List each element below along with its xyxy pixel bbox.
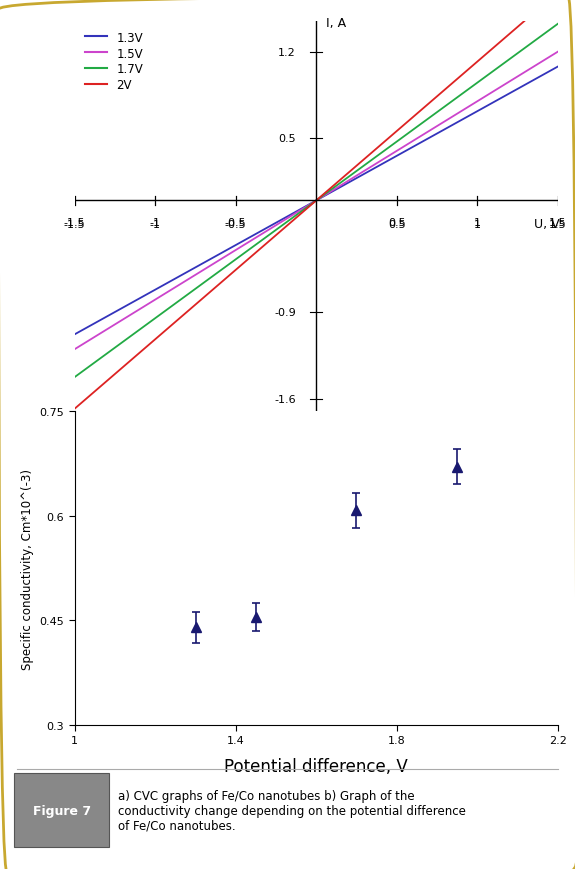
2V [420, 103, 427, 114]
1.7V [229, 257, 236, 268]
1.7V [263, 233, 270, 243]
1.3V [554, 63, 561, 73]
1.7V [129, 330, 136, 341]
Text: -0.5: -0.5 [225, 217, 247, 228]
Text: I, A: I, A [326, 17, 346, 30]
2V [423, 102, 430, 112]
Text: -0.9: -0.9 [274, 308, 296, 317]
Text: a) CVC graphs of Fe/Co nanotubes b) Graph of the
conductivity change depending o: a) CVC graphs of Fe/Co nanotubes b) Grap… [118, 789, 466, 832]
1.5V [263, 227, 270, 237]
1.5V [129, 308, 136, 319]
Text: 1: 1 [474, 217, 481, 228]
1.3V [423, 136, 430, 146]
1.3V [229, 242, 236, 253]
Line: 1.3V: 1.3V [75, 68, 558, 335]
2V [71, 404, 78, 415]
1.3V [129, 297, 136, 308]
1.7V [423, 116, 430, 126]
1.3V [71, 329, 78, 340]
2V [263, 239, 270, 249]
Text: -1.5: -1.5 [64, 217, 86, 228]
1.5V [71, 344, 78, 355]
1.5V [420, 130, 427, 141]
Text: -1.6: -1.6 [274, 395, 296, 404]
1.3V [420, 136, 427, 147]
Text: 1.2: 1.2 [278, 48, 296, 57]
1.7V [71, 372, 78, 382]
Text: -1: -1 [150, 217, 161, 228]
2V [375, 143, 382, 153]
Text: 1.5: 1.5 [549, 217, 566, 228]
Text: Figure 7: Figure 7 [33, 804, 91, 817]
1.5V [423, 129, 430, 139]
Text: -0.5: -0.5 [225, 220, 247, 230]
Y-axis label: Specific conductivity, Cm*10^(-3): Specific conductivity, Cm*10^(-3) [21, 468, 34, 669]
Legend: 1.3V, 1.5V, 1.7V, 2V: 1.3V, 1.5V, 1.7V, 2V [86, 31, 143, 92]
Text: -1.5: -1.5 [64, 220, 86, 230]
1.5V [554, 48, 561, 58]
1.7V [375, 150, 382, 161]
Text: 0.5: 0.5 [388, 220, 405, 230]
1.7V [420, 117, 427, 128]
1.7V [554, 20, 561, 30]
Text: 1.5: 1.5 [549, 220, 566, 230]
Text: 0.5: 0.5 [278, 135, 296, 144]
1.5V [229, 248, 236, 258]
Line: 1.5V: 1.5V [75, 53, 558, 349]
Text: U, V: U, V [534, 217, 559, 230]
2V [129, 354, 136, 364]
X-axis label: Potential difference, V: Potential difference, V [224, 757, 408, 774]
Text: -1: -1 [150, 220, 161, 230]
Line: 2V: 2V [75, 0, 558, 409]
Line: 1.7V: 1.7V [75, 25, 558, 377]
1.5V [375, 157, 382, 168]
2V [229, 269, 236, 279]
1.3V [375, 162, 382, 172]
Text: 0.5: 0.5 [388, 217, 405, 228]
Text: 1: 1 [474, 220, 481, 230]
1.3V [263, 224, 270, 235]
